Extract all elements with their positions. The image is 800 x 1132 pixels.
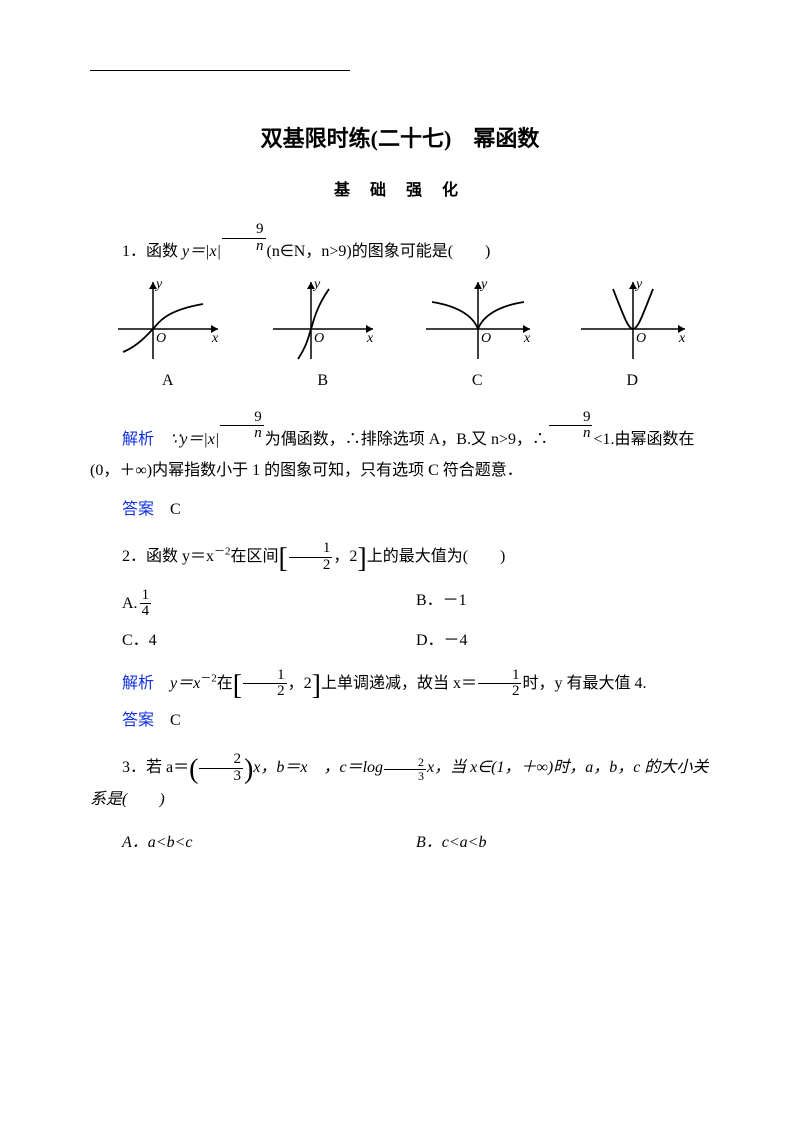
optA-prefix: A. [122, 594, 138, 611]
q3-opt-a: A．a<b<c [122, 830, 416, 856]
q2-opt-a: A.14 [122, 588, 416, 621]
q2-prefix: 2．函数 y＝x [122, 548, 214, 565]
q1-yeq: y＝|x| [182, 243, 221, 260]
frac-num: 9 [549, 410, 593, 426]
frac-den: n [220, 425, 264, 442]
tt-num: 2 [199, 752, 243, 768]
q1-exp-num: 9 [222, 222, 266, 238]
q1-chart-c: y x O [418, 274, 538, 364]
q1-ana-a: ∵y＝|x| [170, 430, 219, 447]
q2-exp: －2 [214, 546, 231, 558]
q1-label-c: C [472, 368, 483, 394]
frac-num: 9 [220, 410, 264, 426]
comma: ， [333, 548, 349, 565]
q3-prefix: 3．若 a＝ [122, 759, 189, 776]
q2-ana-a: y＝x [170, 675, 200, 692]
top-rule [90, 70, 350, 71]
q1-charts: y x O y x O y x O y x O [90, 274, 710, 364]
two2: 2 [304, 675, 312, 692]
analysis-label: 解析 [122, 675, 154, 692]
q1-stem: 1．函数 y＝|x|9n(n∈N，n>9)的图象可能是( ) [90, 222, 710, 264]
q2-options: A.14 B．－1 C．4 D．－4 [122, 584, 710, 658]
q2-answer-row: 答案 C [90, 708, 710, 734]
half-num: 1 [243, 668, 287, 684]
q2-ana-d: 时，y 有最大值 4. [522, 675, 646, 692]
q1-prefix: 1．函数 [122, 243, 182, 260]
q3-opt-b: B．c<a<b [416, 830, 710, 856]
lbracket: [ [233, 670, 242, 701]
axis-y-label: y [634, 277, 643, 292]
q3-stem: 3．若 a＝(23)x，b＝x ，c＝log23x，当 x∈(1，＋∞)时，a，… [90, 752, 710, 817]
q1-ana-b: 为偶函数，∴排除选项 A，B.又 n>9，∴ [265, 430, 548, 447]
axis-x-label: x [678, 331, 686, 346]
q1-label-a: A [162, 368, 174, 394]
q1-option-labels: A B C D [90, 368, 710, 394]
half-den: 2 [478, 683, 522, 700]
q1-cond: (n∈N，n>9)的图象可能是( ) [267, 243, 491, 260]
axis-o-label: O [636, 331, 646, 346]
axis-y-label: y [312, 277, 321, 292]
log-exp-num: 2 [384, 756, 426, 769]
optA-num: 1 [140, 588, 152, 604]
q2-ana-c: 上单调递减，故当 x＝ [321, 675, 477, 692]
q2-ana-b: 在 [217, 675, 233, 692]
q1-exp-den: n [222, 238, 266, 255]
axis-o-label: O [481, 331, 491, 346]
axis-x-label: x [211, 331, 219, 346]
axis-o-label: O [314, 331, 324, 346]
answer-label: 答案 [122, 712, 154, 729]
answer-label: 答案 [122, 501, 154, 518]
page-title: 双基限时练(二十七) 幂函数 [90, 121, 710, 156]
axis-y-label: y [154, 277, 163, 292]
lparen: ( [189, 754, 198, 785]
q2-ana-exp: －2 [200, 672, 217, 684]
q2-opt-b: B．－1 [416, 588, 710, 621]
analysis-label: 解析 [122, 430, 154, 447]
q1-label-d: D [626, 368, 638, 394]
q1-analysis: 解析 ∵y＝|x|9n为偶函数，∴排除选项 A，B.又 n>9，∴9n<1.由幂… [90, 410, 710, 488]
optA-den: 4 [140, 603, 152, 620]
q2-suffix: 上的最大值为( ) [367, 548, 506, 565]
log-exp-den: 3 [384, 769, 426, 783]
frac-den: n [549, 425, 593, 442]
half-num: 1 [289, 541, 333, 557]
tt-den: 3 [199, 768, 243, 785]
q1-chart-b: y x O [263, 274, 383, 364]
half-den: 2 [289, 557, 333, 574]
q2-analysis: 解析 y＝x－2在[12，2]上单调递减，故当 x＝12时，y 有最大值 4. [90, 668, 710, 701]
rbracket: ] [312, 670, 321, 701]
q2-stem: 2．函数 y＝x－2在区间[12，2]上的最大值为( ) [90, 541, 710, 574]
q1-label-b: B [317, 368, 328, 394]
axis-x-label: x [523, 331, 531, 346]
section-heading: 基 础 强 化 [90, 178, 710, 204]
q3-after-a: x，b＝x ，c＝log [253, 759, 383, 776]
rparen: ) [244, 754, 253, 785]
comma2: ， [288, 675, 304, 692]
q2-answer: C [170, 712, 181, 729]
q2-opt-d: D．－4 [416, 628, 710, 654]
half-num: 1 [478, 668, 522, 684]
q3-options: A．a<b<c B．c<a<b [122, 826, 710, 860]
half-den: 2 [243, 683, 287, 700]
q1-answer: C [170, 501, 181, 518]
q2-mid: 在区间 [231, 548, 279, 565]
q1-answer-row: 答案 C [90, 497, 710, 523]
lbracket: [ [279, 543, 288, 574]
axis-x-label: x [366, 331, 374, 346]
q2-opt-c: C．4 [122, 628, 416, 654]
axis-o-label: O [156, 331, 166, 346]
q1-chart-a: y x O [108, 274, 228, 364]
axis-y-label: y [479, 277, 488, 292]
rbracket: ] [357, 543, 366, 574]
q1-chart-d: y x O [573, 274, 693, 364]
